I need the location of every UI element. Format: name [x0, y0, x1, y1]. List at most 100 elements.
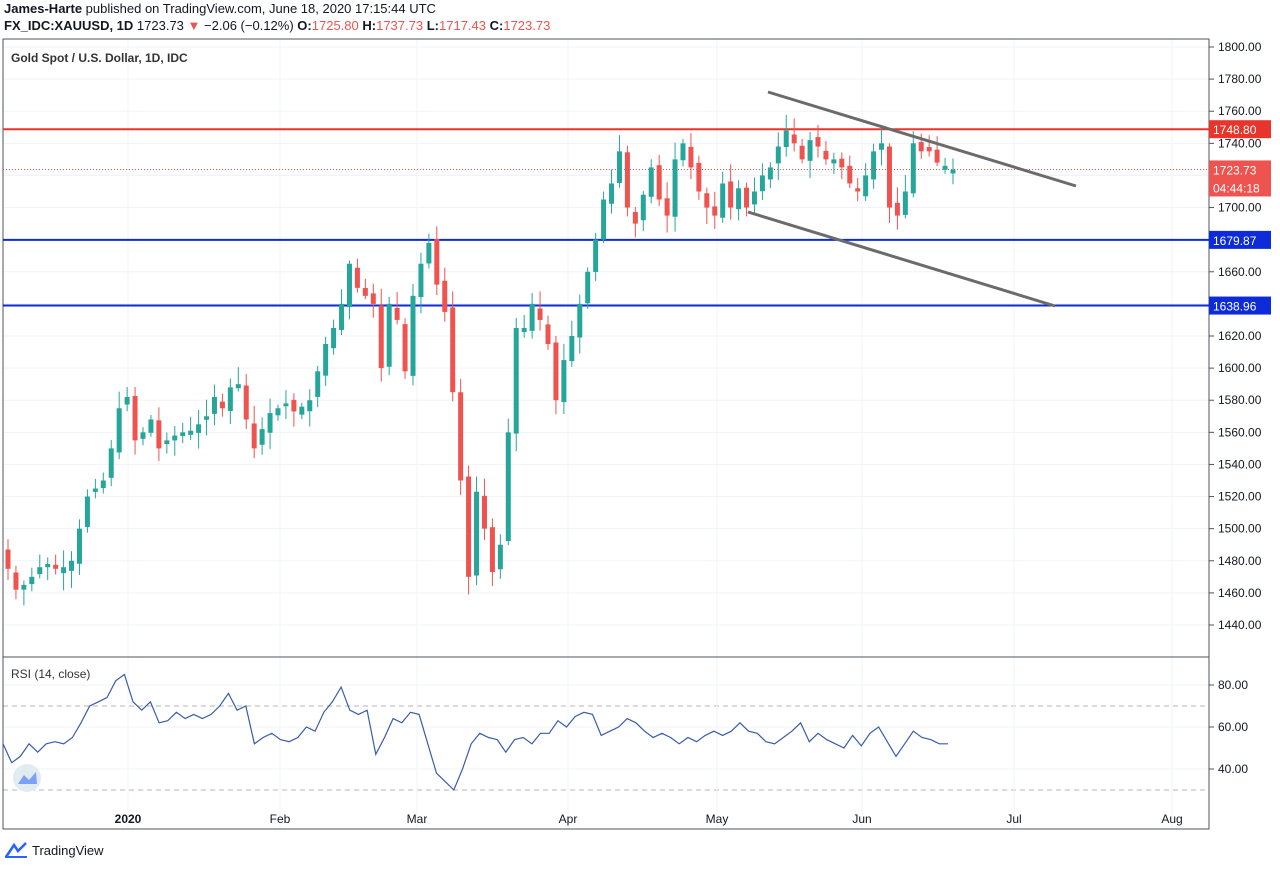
open-value: 1725.80	[311, 18, 359, 33]
candle-body	[640, 194, 646, 221]
candle-body	[370, 293, 376, 304]
candle-body	[632, 212, 638, 224]
price-tick-label: 1520.00	[1218, 490, 1262, 504]
level-label-bg	[1209, 296, 1271, 315]
time-tick-label: 2020	[115, 812, 142, 826]
candle-body	[489, 527, 495, 573]
candle-body	[561, 360, 567, 403]
candle-body	[116, 408, 122, 453]
candle-body	[402, 324, 408, 372]
rsi-tick-label: 60.00	[1218, 720, 1248, 734]
candle-body	[942, 165, 948, 170]
candle-body	[474, 491, 480, 576]
candle-body	[45, 563, 51, 568]
candle-body	[918, 142, 924, 152]
candle-body	[458, 392, 464, 481]
candle-body	[61, 567, 67, 574]
level-label: 1679.87	[1213, 234, 1257, 248]
candle-body	[307, 400, 313, 412]
candle-body	[569, 336, 575, 362]
candle-body	[394, 307, 400, 320]
candle-body	[744, 187, 750, 208]
candle-body	[799, 145, 805, 160]
price-tick-label: 1560.00	[1218, 425, 1262, 439]
candle-body	[92, 488, 98, 492]
channel-upper-line[interactable]	[767, 90, 1077, 188]
time-axis[interactable]: 2020 Feb Mar Apr May Jun Jul Aug	[115, 812, 1183, 826]
candle-body	[553, 342, 559, 401]
close-value: 1723.73	[503, 18, 551, 33]
candle-body	[323, 344, 329, 376]
symbol-label: FX_IDC:XAUUSD, 1D	[4, 18, 134, 33]
candle-body	[807, 140, 813, 161]
candle-body	[712, 206, 718, 216]
price-tick-label: 1760.00	[1218, 104, 1262, 118]
candle-body	[648, 167, 654, 197]
candle-body	[386, 303, 392, 367]
candle-body	[299, 406, 305, 415]
author-name[interactable]: James-Harte	[4, 1, 83, 16]
last-price-label: 1723.73	[1213, 163, 1257, 177]
high-label: H:	[362, 18, 377, 33]
candle-body	[704, 193, 710, 208]
candle-body	[84, 496, 90, 528]
time-tick-label: May	[706, 812, 729, 826]
horizontal-levels	[3, 128, 1209, 307]
price-tick-label: 1780.00	[1218, 72, 1262, 86]
price-tick-label: 1480.00	[1218, 554, 1262, 568]
candle-body	[513, 327, 519, 434]
time-tick-label: Mar	[407, 812, 428, 826]
candle-body	[815, 137, 821, 147]
rsi-pane	[2, 673, 948, 792]
candle-body	[410, 295, 416, 376]
last-price: 1723.73	[136, 18, 184, 33]
candle-body	[259, 429, 265, 445]
candle-body	[950, 169, 956, 174]
level-label-bg	[1209, 230, 1271, 249]
candle-body	[235, 384, 241, 389]
candle-body	[934, 149, 940, 163]
price-tick-label: 1440.00	[1218, 618, 1262, 632]
candle-body	[847, 165, 853, 184]
candle-body	[894, 202, 900, 216]
candles	[5, 114, 956, 606]
candle-body	[601, 199, 607, 240]
candle-body	[108, 448, 114, 478]
channel-lower-line[interactable]	[747, 210, 1056, 308]
footer-brand[interactable]: TradingView	[4, 842, 104, 858]
candle-body	[609, 183, 615, 204]
candle-body	[434, 239, 440, 285]
candle-body	[481, 495, 487, 529]
candle-body	[243, 385, 249, 420]
candle-body	[902, 191, 908, 215]
candle-body	[180, 432, 186, 437]
price-tick-label: 1500.00	[1218, 522, 1262, 536]
candle-body	[418, 263, 424, 298]
candle-body	[497, 544, 503, 570]
candle-body	[871, 151, 877, 180]
candle-body	[664, 198, 670, 216]
price-tick-label: 1740.00	[1218, 136, 1262, 150]
candle-body	[656, 165, 662, 200]
price-tick-label: 1800.00	[1218, 40, 1262, 54]
candle-body	[13, 572, 19, 590]
candle-body	[696, 162, 702, 192]
time-tick-label: Jul	[1006, 812, 1021, 826]
candle-body	[577, 303, 583, 338]
candle-body	[291, 399, 297, 412]
price-axis[interactable]: 1440.00 1460.00 1480.00 1500.00 1520.00 1540.…	[1209, 40, 1262, 776]
rsi-line	[2, 673, 948, 792]
price-tick-label: 1580.00	[1218, 393, 1262, 407]
candle-body	[672, 159, 678, 217]
candle-body	[37, 567, 43, 575]
footer-brand-text: TradingView	[32, 842, 104, 858]
candle-body	[545, 324, 551, 345]
candle-body	[354, 267, 360, 288]
candle-body	[855, 188, 861, 192]
change-down-icon: ▼	[187, 18, 201, 33]
time-tick-label: Jun	[852, 812, 871, 826]
channel-lines	[747, 90, 1077, 308]
time-tick-label: Feb	[270, 812, 291, 826]
candle-body	[172, 435, 178, 441]
